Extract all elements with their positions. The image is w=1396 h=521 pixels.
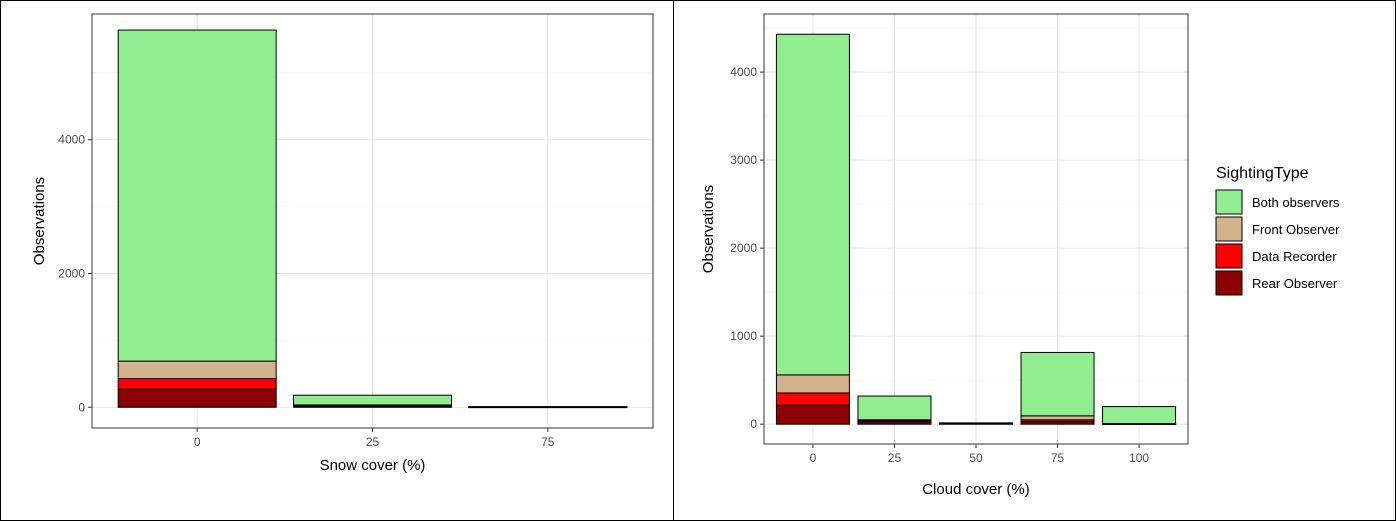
x-tick-label: 25 (888, 451, 902, 465)
y-tick-label: 4000 (58, 133, 85, 147)
y-tick-label: 2000 (730, 241, 757, 255)
bar-segment (117, 360, 277, 380)
x-axis-title: Snow cover (%) (320, 457, 426, 474)
bars (775, 33, 1177, 425)
bar-segment (775, 33, 850, 376)
bar-segment (775, 392, 850, 406)
legend-swatch (1215, 243, 1243, 269)
bar-segment (939, 422, 1013, 424)
legend-title: SightingType (1216, 165, 1309, 182)
bar-segment (1020, 351, 1095, 417)
legend-label: Both observers (1252, 195, 1340, 210)
cloud-cover-chart: 0 1000 2000 3000 4000 0 25 50 75 100 Cloud cover… (700, 13, 1189, 498)
bar-segment (117, 29, 277, 362)
y-axis: 0 2000 4000 (58, 133, 92, 414)
x-tick-label: 25 (366, 435, 380, 449)
bar-segment (117, 378, 277, 390)
bar-segment (293, 394, 452, 406)
bar-segment (468, 406, 628, 408)
y-tick-label: 0 (750, 417, 757, 431)
legend-label: Rear Observer (1252, 276, 1338, 291)
legend-label: Front Observer (1252, 222, 1340, 237)
legend-swatch (1215, 270, 1243, 296)
y-tick-label: 2000 (58, 267, 85, 281)
x-axis: 0 25 75 (194, 428, 555, 449)
y-tick-label: 4000 (730, 65, 757, 79)
snow-cover-chart: 0 2000 4000 0 25 75 Snow cover (%) Observati… (31, 13, 654, 474)
y-tick-label: 1000 (730, 329, 757, 343)
bar-segment (775, 404, 850, 425)
legend: SightingType Both observers Front Observe… (1215, 165, 1340, 296)
bar-segment (775, 374, 850, 394)
y-axis-title: Observations (700, 185, 717, 273)
y-axis-title: Observations (31, 177, 48, 265)
legend-items: Both observers Front Observer Data Recorde… (1215, 189, 1340, 296)
bar-segment (1102, 406, 1177, 425)
legend-swatch (1215, 216, 1243, 242)
bar-segment (1020, 415, 1095, 421)
y-tick-label: 0 (78, 400, 85, 414)
x-tick-label: 50 (969, 451, 983, 465)
x-tick-label: 100 (1129, 451, 1149, 465)
y-axis: 0 1000 2000 3000 4000 (730, 65, 764, 431)
x-tick-label: 0 (810, 451, 817, 465)
x-tick-label: 75 (1051, 451, 1065, 465)
x-tick-label: 75 (541, 435, 555, 449)
legend-swatch (1215, 189, 1243, 215)
x-axis-title: Cloud cover (%) (922, 481, 1030, 498)
x-tick-label: 0 (194, 435, 201, 449)
bar-segment (117, 388, 277, 408)
bars (117, 29, 628, 409)
y-tick-label: 3000 (730, 153, 757, 167)
bar-segment (857, 395, 932, 421)
panel-divider (673, 0, 674, 521)
x-axis: 0 25 50 75 100 (810, 444, 1149, 465)
legend-label: Data Recorder (1252, 249, 1337, 264)
